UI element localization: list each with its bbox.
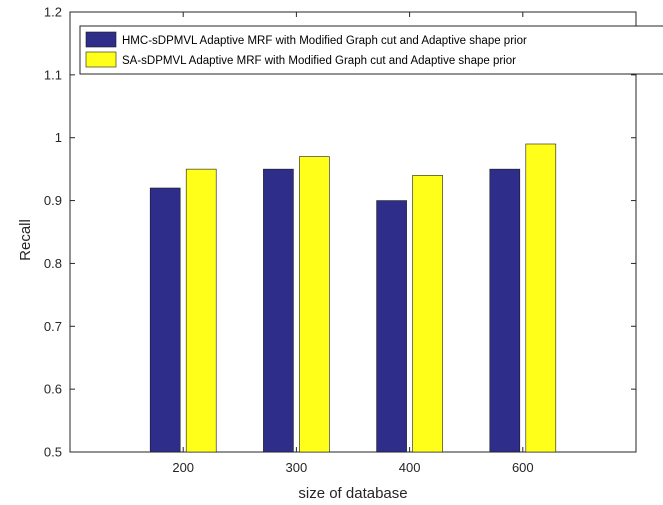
bar-sa-300: [299, 156, 330, 453]
y-tick-label: 0.6: [44, 382, 62, 397]
x-tick-label: 200: [172, 460, 194, 475]
x-axis-ticks: 200 300 400 600: [172, 12, 534, 475]
bar-hmc-300: [263, 168, 294, 453]
legend-box: [79, 25, 663, 75]
bar-hmc-400: [376, 200, 407, 453]
y-tick-label: 1.2: [44, 5, 62, 20]
x-axis-label: size of database: [298, 485, 407, 502]
bar-sa-400: [412, 175, 443, 453]
legend-swatch-sa: [85, 51, 117, 68]
y-tick-label: 0.5: [44, 445, 62, 460]
bar-sa-200: [185, 168, 217, 453]
x-tick-label: 400: [399, 460, 421, 475]
y-axis-label: Recall: [17, 219, 34, 261]
legend: HMC-sDPMVL Adaptive MRF with Modified Gr…: [79, 25, 663, 75]
y-tick-label: 1: [55, 130, 62, 145]
bar-sa-600: [525, 143, 557, 453]
y-axis-ticks: 0.5 0.6 0.7 0.8 0.9 1 1.1 1.2: [44, 5, 636, 460]
legend-label-sa: SA-sDPMVL Adaptive MRF with Modified Gra…: [122, 55, 516, 67]
x-tick-label: 600: [512, 460, 534, 475]
y-tick-label: 0.8: [44, 256, 62, 271]
legend-swatch-hmc: [85, 31, 117, 48]
y-tick-label: 0.9: [44, 193, 62, 208]
y-tick-label: 0.7: [44, 319, 62, 334]
legend-label-hmc: HMC-sDPMVL Adaptive MRF with Modified Gr…: [122, 35, 527, 47]
x-tick-label: 300: [286, 460, 308, 475]
bar-hmc-600: [489, 168, 521, 453]
bar-hmc-200: [149, 187, 181, 453]
bars-group: [149, 143, 557, 453]
y-tick-label: 1.1: [44, 67, 62, 82]
